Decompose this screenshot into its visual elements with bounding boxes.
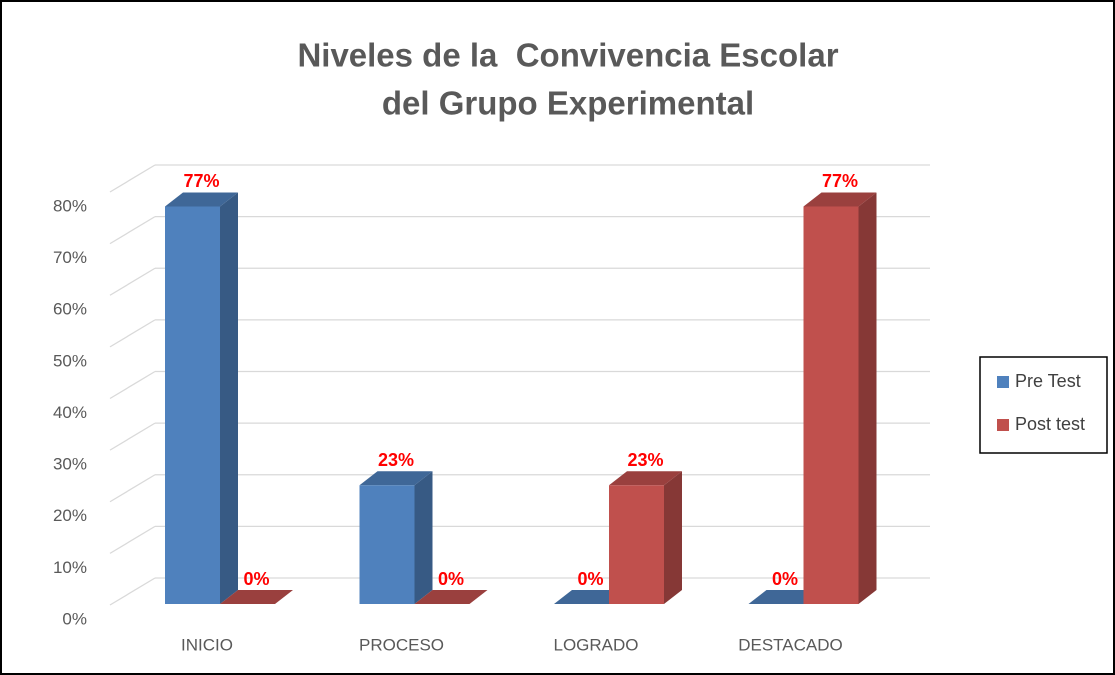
y-tick-label: 0%: [62, 609, 87, 628]
y-tick-label: 30%: [53, 455, 87, 474]
grid-line: [109, 422, 156, 451]
bar-top: [414, 590, 488, 604]
bar-top: [609, 471, 682, 486]
grid-line: [109, 319, 156, 348]
grid-line: [109, 216, 156, 245]
legend-swatch: [997, 376, 1009, 388]
y-tick-label: 40%: [53, 403, 87, 422]
legend-box: [979, 356, 1108, 454]
legend-label: Pre Test: [1015, 371, 1081, 391]
value-label: 23%: [627, 450, 663, 470]
grid-line: [109, 525, 156, 554]
bar-top: [359, 471, 433, 486]
bar-top: [803, 192, 877, 207]
bar-top: [220, 590, 293, 604]
chart-title: Niveles de la Convivencia Escolar: [297, 37, 838, 74]
value-label: 0%: [577, 569, 603, 589]
bar-side: [664, 471, 682, 604]
grid-line: [109, 577, 156, 606]
bar-side: [858, 192, 877, 605]
y-tick-label: 20%: [53, 506, 87, 525]
value-label: 77%: [822, 171, 858, 191]
y-tick-label: 70%: [53, 248, 87, 267]
legend-swatch: [997, 419, 1009, 431]
value-label: 0%: [772, 569, 798, 589]
y-tick-label: 80%: [53, 196, 87, 215]
legend-label: Post test: [1015, 414, 1085, 434]
value-label: 77%: [183, 171, 219, 191]
bar-side: [220, 192, 238, 605]
bar-top: [554, 590, 627, 604]
grid-line: [109, 164, 156, 193]
bar: [803, 206, 859, 605]
bar: [165, 206, 220, 605]
bar-side: [414, 471, 433, 604]
bar-top: [748, 590, 822, 604]
grid-line: [109, 474, 156, 503]
value-label: 0%: [438, 569, 464, 589]
chart-title: del Grupo Experimental: [382, 85, 754, 122]
y-tick-label: 10%: [53, 558, 87, 577]
y-tick-label: 60%: [53, 300, 87, 319]
y-tick-label: 50%: [53, 351, 87, 370]
x-tick-label: PROCESO: [359, 635, 444, 654]
value-label: 23%: [378, 450, 414, 470]
bar-top: [165, 192, 238, 207]
bar: [609, 485, 664, 604]
x-tick-label: LOGRADO: [553, 635, 638, 654]
bar: [359, 485, 415, 604]
grid-line: [109, 267, 156, 296]
grid-line: [109, 370, 156, 400]
value-label: 0%: [243, 569, 269, 589]
x-tick-label: DESTACADO: [738, 635, 843, 654]
x-tick-label: INICIO: [181, 635, 233, 654]
